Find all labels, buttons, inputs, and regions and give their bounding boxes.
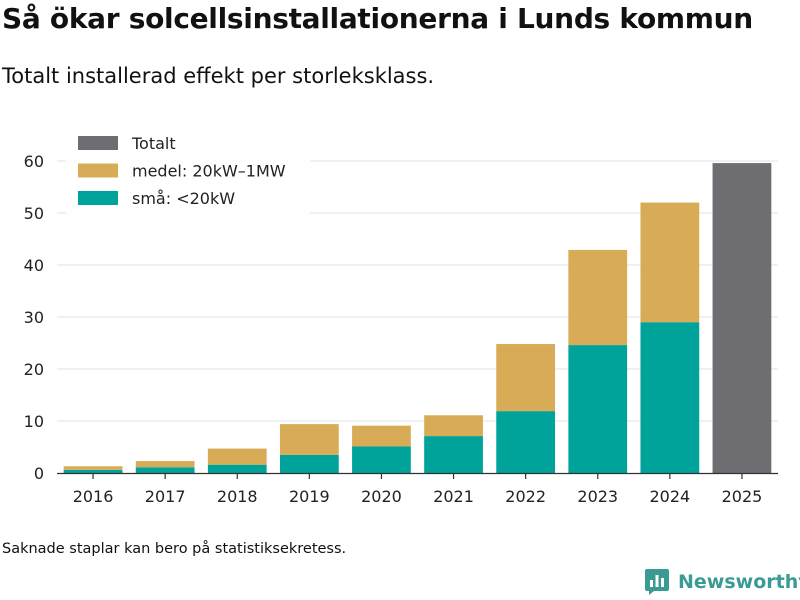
bar-2017-små	[135, 467, 195, 473]
x-tick-label: 2016	[73, 487, 114, 506]
x-tick-label: 2023	[577, 487, 618, 506]
y-tick-label: 0	[34, 464, 44, 483]
footnote: Saknade staplar kan bero på statistiksek…	[2, 541, 347, 557]
bar-2021-medel	[424, 415, 483, 437]
y-tick-label: 30	[24, 308, 44, 327]
bar-2017-medel	[135, 461, 195, 468]
x-tick-label: 2018	[217, 487, 258, 506]
x-tick-label: 2019	[289, 487, 330, 506]
newsworthy-logo-icon	[645, 569, 669, 595]
brand-logo: Newsworthy	[644, 568, 800, 596]
legend-swatch	[78, 191, 118, 205]
legend-swatch	[78, 163, 118, 178]
bar-2016-medel	[63, 466, 123, 470]
brand-name: Newsworthy	[678, 571, 800, 593]
legend-swatch	[78, 136, 118, 150]
bar-2021-små	[424, 436, 483, 473]
bar-2019-medel	[279, 424, 339, 455]
bar-2023-små	[568, 345, 628, 473]
bar-2022-medel	[496, 344, 556, 412]
chart-title: Så ökar solcellsinstallationerna i Lunds…	[2, 2, 753, 35]
bar-2019-små	[279, 454, 339, 473]
bar-2020-små	[352, 446, 411, 473]
legend-label: små: <20kW	[132, 189, 235, 208]
y-tick-label: 50	[24, 204, 44, 223]
bar-2018-medel	[207, 448, 267, 465]
bar-2016-små	[63, 469, 123, 473]
x-tick-label: 2025	[722, 487, 763, 506]
bar-2023-medel	[568, 249, 628, 346]
bar-2024-medel	[640, 202, 700, 323]
y-tick-label: 10	[24, 412, 44, 431]
bar-2024-små	[640, 322, 700, 473]
y-tick-label: 40	[24, 256, 44, 275]
legend-label: Totalt	[131, 134, 176, 153]
x-tick-label: 2017	[145, 487, 186, 506]
bar-2025-Totalt	[712, 163, 772, 473]
bar-2018-små	[207, 464, 267, 473]
y-tick-label: 20	[24, 360, 44, 379]
bar-2022-små	[496, 411, 556, 473]
x-tick-label: 2022	[505, 487, 546, 506]
legend-label: medel: 20kW–1MW	[132, 162, 286, 181]
x-tick-label: 2020	[361, 487, 402, 506]
x-tick-label: 2024	[649, 487, 690, 506]
chart-subtitle: Totalt installerad effekt per storlekskl…	[2, 64, 435, 88]
bar-2020-medel	[352, 425, 411, 447]
y-tick-label: 60	[24, 152, 44, 171]
x-tick-label: 2021	[433, 487, 474, 506]
